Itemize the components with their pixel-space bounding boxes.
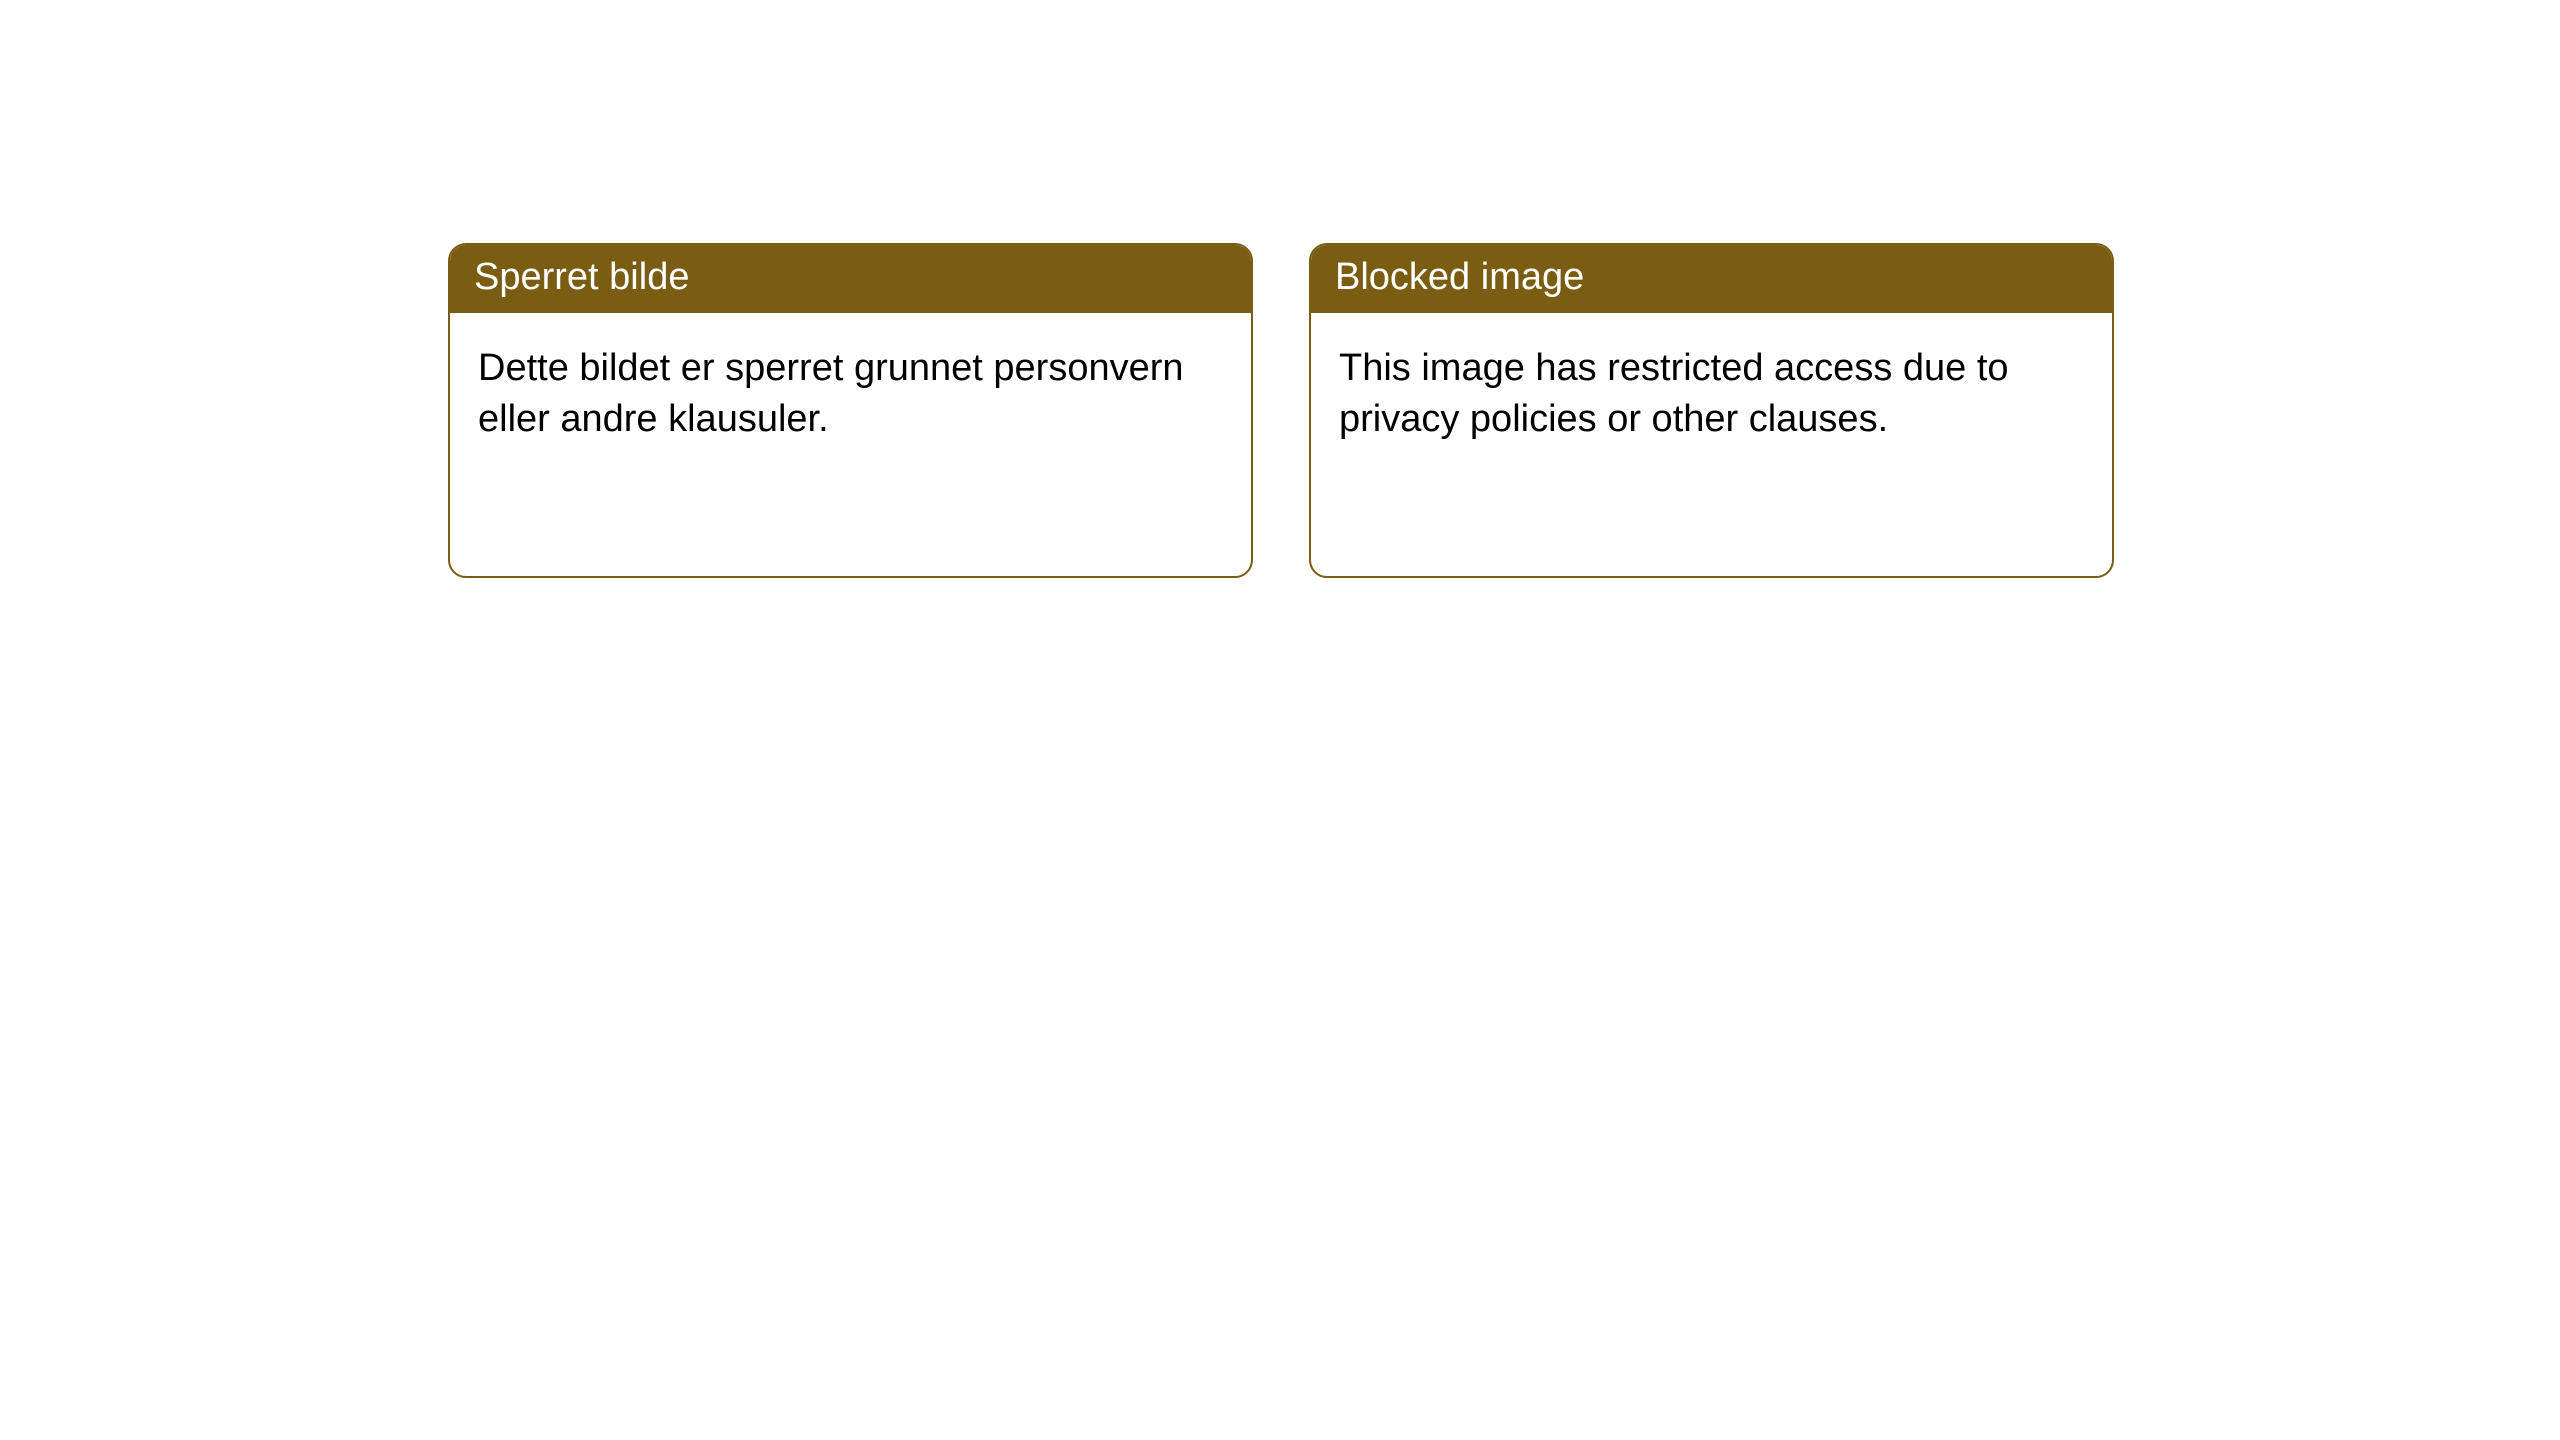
- notice-text: Dette bildet er sperret grunnet personve…: [478, 347, 1184, 440]
- notice-title: Blocked image: [1335, 256, 1584, 298]
- notice-card-norwegian: Sperret bilde Dette bildet er sperret gr…: [448, 243, 1253, 578]
- notice-header: Blocked image: [1311, 245, 2112, 313]
- notice-container: Sperret bilde Dette bildet er sperret gr…: [0, 0, 2560, 578]
- notice-header: Sperret bilde: [450, 245, 1251, 313]
- notice-body: This image has restricted access due to …: [1311, 313, 2112, 476]
- notice-title: Sperret bilde: [474, 256, 689, 298]
- notice-card-english: Blocked image This image has restricted …: [1309, 243, 2114, 578]
- notice-body: Dette bildet er sperret grunnet personve…: [450, 313, 1251, 476]
- notice-text: This image has restricted access due to …: [1339, 347, 2009, 440]
